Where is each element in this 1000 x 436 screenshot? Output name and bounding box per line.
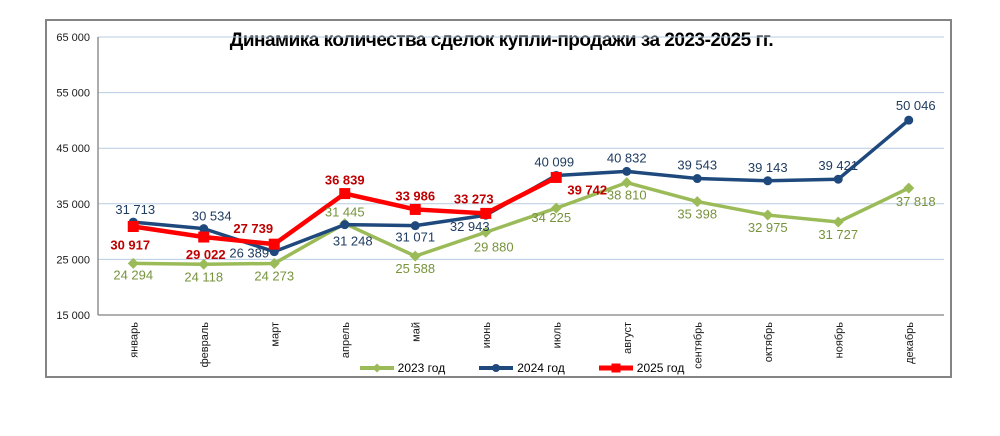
data-label: 35 398 [677, 207, 717, 222]
circle-marker-icon [199, 224, 209, 234]
legend-label-2023: 2023 год [397, 361, 446, 375]
x-axis-label: январь [128, 322, 140, 358]
data-label: 37 818 [896, 194, 936, 209]
legend-item-2023: 2023 год [358, 361, 446, 375]
data-label: 34 225 [531, 210, 571, 225]
square-marker-icon [339, 188, 351, 200]
data-label: 27 739 [233, 221, 273, 236]
data-label: 29 880 [474, 239, 514, 254]
data-label: 24 118 [184, 269, 223, 284]
legend-item-2025: 2025 год [597, 361, 685, 375]
y-axis-label: 65 000 [56, 32, 90, 44]
diamond-marker-icon [691, 196, 703, 208]
y-axis-label: 45 000 [56, 143, 90, 155]
data-label: 29 022 [186, 247, 226, 262]
y-axis-label: 55 000 [56, 88, 90, 100]
data-label: 50 046 [896, 98, 936, 113]
x-axis-label: декабрь [904, 322, 916, 364]
diamond-marker-icon [903, 182, 915, 194]
x-axis-label: июнь [481, 322, 493, 348]
data-label: 39 143 [748, 160, 788, 175]
x-axis-label: октябрь [763, 322, 775, 362]
diamond-marker-icon [762, 209, 774, 221]
data-label: 24 294 [113, 267, 153, 282]
circle-marker-icon [692, 174, 702, 184]
square-marker-icon [550, 171, 562, 183]
x-axis-label: ноябрь [833, 322, 845, 359]
data-label: 32 943 [450, 219, 490, 234]
x-axis-label: сентябрь [692, 322, 704, 369]
data-label: 38 810 [607, 188, 647, 203]
x-axis-label: март [269, 322, 281, 347]
diamond-marker-icon [480, 226, 492, 238]
legend-label-2024: 2024 год [517, 361, 565, 375]
square-marker-icon [268, 238, 280, 250]
data-label: 24 273 [254, 268, 294, 283]
data-label: 33 986 [395, 188, 435, 203]
data-label: 36 839 [325, 173, 365, 188]
circle-marker-icon [763, 176, 773, 186]
diamond-marker-icon [550, 202, 562, 214]
data-label: 40 832 [607, 150, 647, 165]
x-axis-label: июль [551, 322, 563, 349]
diamond-marker-icon [832, 216, 844, 228]
data-label: 39 543 [677, 158, 717, 173]
x-axis-label: апрель [340, 322, 352, 358]
data-label: 30 534 [192, 209, 232, 224]
legend-marker-2023-icon [359, 363, 394, 373]
circle-marker-icon [833, 174, 843, 184]
diamond-marker-icon [621, 177, 633, 189]
legend-marker-2024-icon [479, 364, 514, 372]
legend-item-2024: 2024 год [477, 361, 565, 375]
data-label: 31 713 [115, 202, 155, 217]
circle-marker-icon [410, 221, 420, 231]
data-label: 31 727 [818, 227, 858, 242]
chart-legend: 2023 год 2024 год 2025 год [98, 361, 944, 375]
chart-title: Динамика количества сделок купли-продажи… [229, 30, 774, 51]
diamond-marker-icon [198, 258, 210, 270]
data-label: 31 071 [395, 230, 435, 245]
data-label: 33 273 [454, 191, 494, 206]
diamond-marker-icon [127, 257, 139, 269]
square-marker-icon [480, 207, 492, 219]
data-label: 31 445 [325, 205, 365, 220]
x-axis-label: май [410, 322, 422, 342]
circle-marker-icon [622, 166, 632, 176]
data-label: 31 248 [333, 234, 373, 249]
series-line-2023 [131, 180, 911, 267]
diamond-marker-icon [409, 250, 421, 262]
data-label: 26 389 [229, 246, 269, 261]
legend-label-2025: 2025 год [636, 361, 685, 375]
data-label: 25 588 [395, 261, 435, 276]
circle-marker-icon [340, 220, 350, 230]
square-marker-icon [127, 221, 139, 233]
y-axis-label: 25 000 [56, 254, 90, 266]
chart-frame [45, 19, 952, 378]
square-marker-icon [409, 203, 421, 215]
diamond-marker-icon [268, 257, 280, 269]
data-label: 30 917 [110, 238, 150, 253]
x-axis-label: февраль [199, 322, 211, 368]
y-axis-label: 15 000 [56, 310, 90, 322]
data-label: 39 742 [567, 182, 607, 197]
legend-marker-2025-icon [598, 363, 633, 373]
x-axis-label: август [622, 322, 634, 354]
circle-marker-icon [904, 115, 914, 125]
square-marker-icon [198, 231, 210, 243]
data-label: 39 421 [818, 158, 858, 173]
data-label: 32 975 [748, 220, 788, 235]
data-label: 40 099 [534, 154, 574, 169]
y-axis-label: 35 000 [56, 199, 90, 211]
